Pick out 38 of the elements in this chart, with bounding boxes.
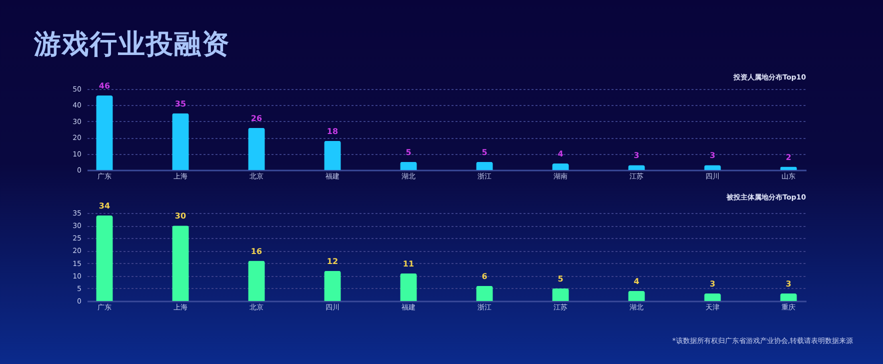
data-label: 5 bbox=[406, 148, 412, 157]
data-label: 30 bbox=[174, 212, 186, 221]
bar bbox=[400, 162, 417, 170]
data-label: 12 bbox=[326, 256, 338, 266]
bar bbox=[248, 260, 265, 301]
bar bbox=[400, 273, 417, 301]
chart-title: 游戏行业投融资 bbox=[34, 28, 230, 62]
bar bbox=[324, 140, 341, 170]
data-label: 34 bbox=[98, 202, 110, 211]
bar bbox=[476, 162, 493, 170]
bar bbox=[476, 286, 493, 301]
data-label: 6 bbox=[482, 272, 488, 281]
data-label: 5 bbox=[482, 148, 488, 157]
data-label: 46 bbox=[98, 81, 110, 90]
bar bbox=[248, 128, 265, 170]
data-label: 3 bbox=[710, 151, 716, 160]
data-label: 16 bbox=[250, 246, 262, 256]
bar bbox=[704, 293, 721, 301]
bar bbox=[172, 113, 189, 170]
bar bbox=[324, 270, 341, 301]
bar bbox=[552, 288, 569, 301]
data-label: 35 bbox=[174, 99, 186, 108]
data-label: 5 bbox=[558, 274, 564, 284]
data-label: 11 bbox=[402, 259, 414, 268]
bar bbox=[172, 226, 189, 301]
data-label: 2 bbox=[786, 152, 792, 162]
bar bbox=[628, 290, 645, 301]
bar bbox=[552, 164, 569, 170]
data-label: 4 bbox=[634, 276, 640, 286]
bar bbox=[96, 216, 113, 301]
data-label: 3 bbox=[786, 279, 792, 288]
bar bbox=[780, 293, 797, 301]
data-label: 26 bbox=[250, 114, 262, 123]
data-label: 3 bbox=[634, 151, 640, 160]
data-label: 3 bbox=[710, 279, 716, 288]
data-label: 18 bbox=[326, 126, 338, 136]
data-label: 4 bbox=[558, 150, 564, 159]
bar bbox=[96, 95, 113, 170]
